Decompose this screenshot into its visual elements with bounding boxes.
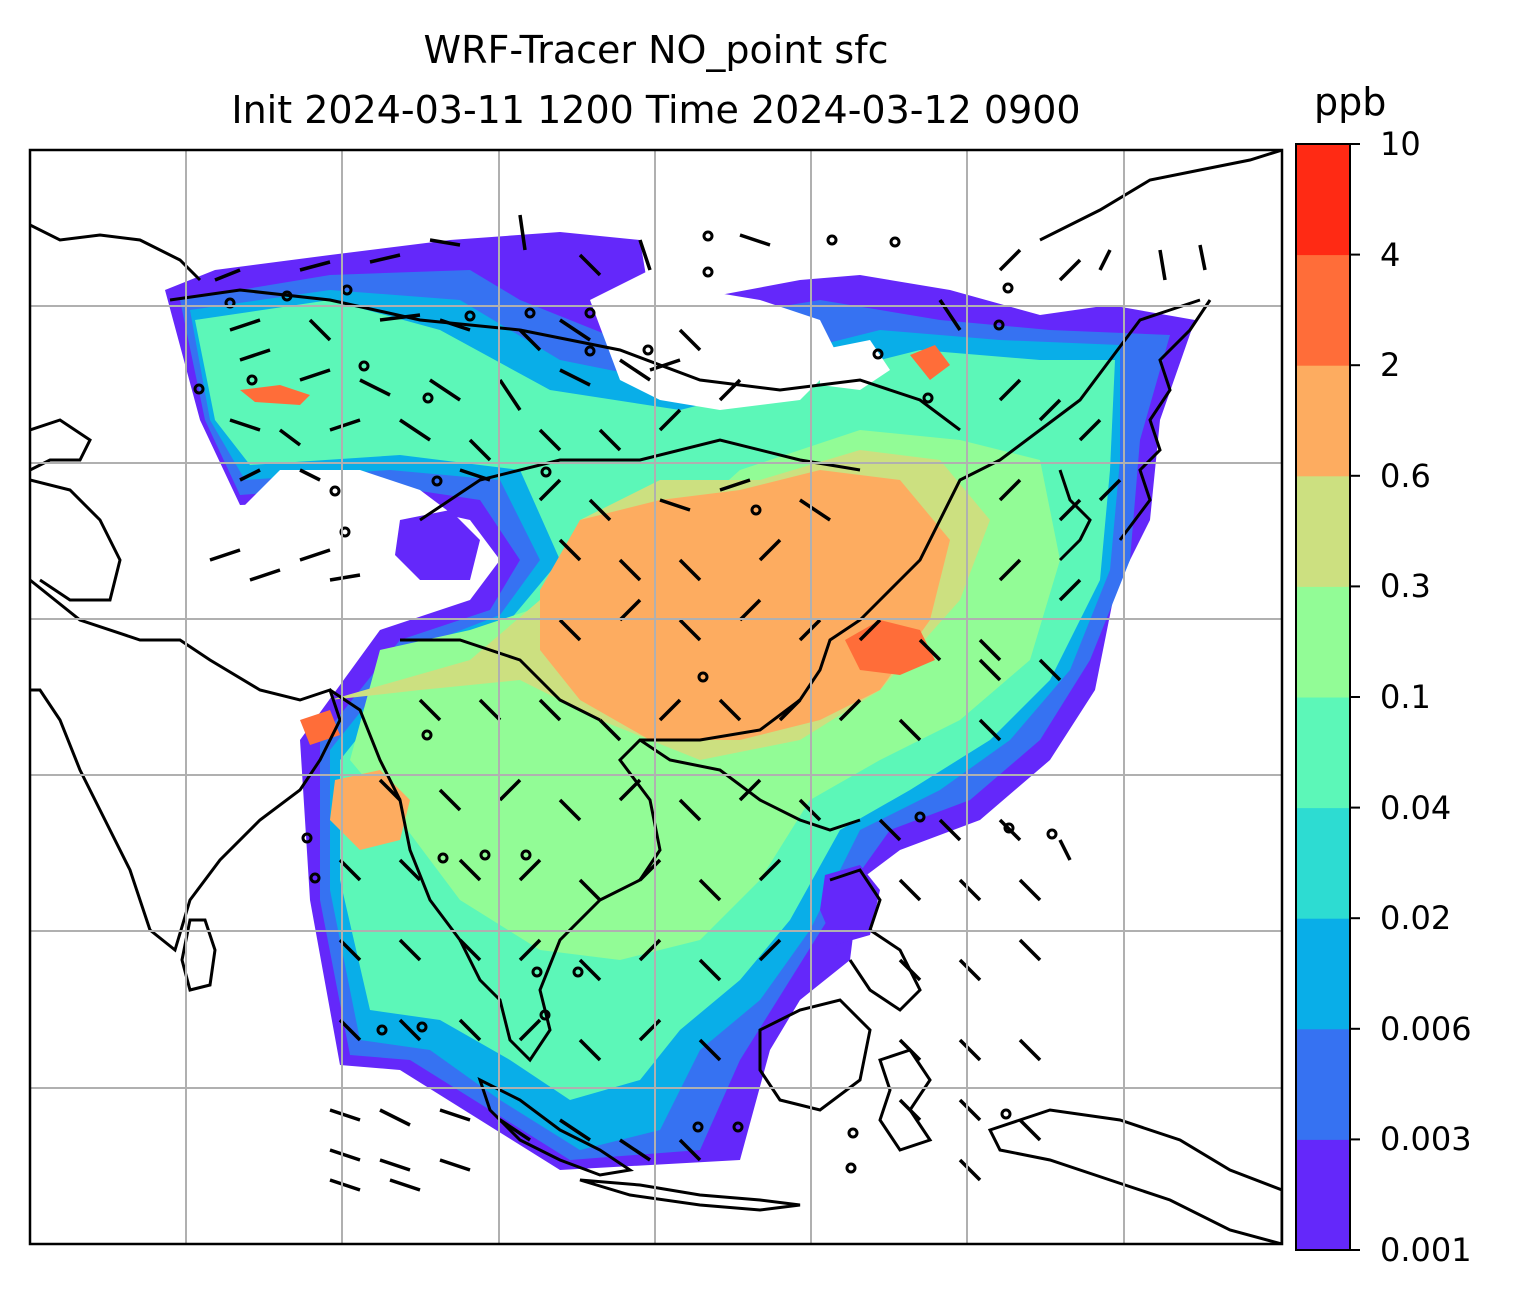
colorbar-tick-label: 10 [1380,125,1421,163]
colorbar-segment [1296,475,1350,587]
coast-korea [1058,469,1092,562]
colorbar-tick-label: 0.1 [1380,678,1431,716]
colorbar [1295,143,1360,1251]
field-gap-lake [820,340,890,390]
colorbar-segment [1296,697,1350,809]
coast-philippines [829,868,922,1012]
colorbar-segment [1296,807,1350,919]
coastlines [30,150,1282,1244]
colorbar-tick-label: 0.02 [1380,899,1452,938]
colorbar-tick-label: 2 [1380,346,1401,385]
field-red-spot-3 [300,710,340,745]
colorbar-tick-label: 0.003 [1380,1120,1472,1159]
colorbar-segment [1296,365,1350,477]
border-china-north [419,438,861,522]
colorbar-segment [1296,918,1350,1030]
map-title: WRF-Tracer NO_point sfc [423,28,889,72]
coast-java [579,1178,801,1212]
field-red-spot-4 [910,345,950,380]
border-china-sw [400,638,601,722]
coast-kamchatka [1039,150,1282,242]
coast-srilanka [180,918,217,992]
field-purple-coast [820,865,880,945]
border-mongolia [169,288,961,432]
field-orange [540,470,950,740]
colorbar-tick-label: 4 [1380,235,1401,274]
colorbar-unit: ppb [1314,80,1387,124]
coast-japan [1118,299,1212,541]
coast-newguinea [987,1108,1282,1244]
colorbar-tick-label: 0.001 [1380,1231,1472,1269]
map-panel [30,150,1282,1244]
colorbar-segment [1296,586,1350,698]
coast-arabia [30,478,122,602]
map-subtitle: Init 2024-03-11 1200 Time 2024-03-12 090… [231,88,1081,132]
colorbar-tick-label: 0.3 [1380,567,1431,606]
field-red-spot-2 [240,385,310,405]
wind-barbs [209,214,1207,1192]
colorbar-tick-label: 0.6 [1380,456,1431,495]
colorbar-tick-label: 0.04 [1380,788,1452,827]
coast-sulawesi [878,1048,933,1152]
field-purple-pocket [395,510,480,580]
coast-northwest [30,223,202,282]
colorbar-segment [1296,1139,1350,1251]
coast-borneo [758,998,872,1112]
colorbar-segment [1296,254,1350,366]
map-frame [28,148,1284,1246]
calm-wind-markers [193,230,1058,1174]
coast-india [30,578,342,953]
coast-china-south [639,738,861,832]
colorbar-segment [1296,144,1350,256]
graticule [30,150,1282,1244]
colorbar-tick-label: 0.006 [1380,1009,1472,1048]
coast-caspian [30,418,92,472]
colorbar-segment [1296,1028,1350,1140]
